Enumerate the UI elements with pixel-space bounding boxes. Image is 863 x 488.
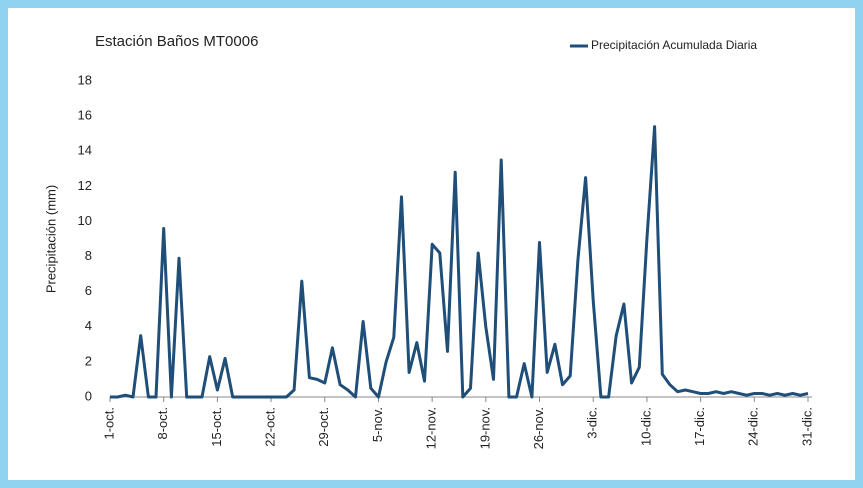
x-tick-label: 31-dic. <box>799 407 814 446</box>
y-tick-label: 18 <box>78 72 92 87</box>
data-line <box>110 125 809 399</box>
y-tick-label: 12 <box>78 178 92 193</box>
x-tick-label: 12-nov. <box>424 407 439 449</box>
x-tick-label: 5-nov. <box>370 407 385 442</box>
x-tick-label: 15-oct. <box>209 407 224 447</box>
y-tick-label: 6 <box>85 283 92 298</box>
x-tick-label: 26-nov. <box>531 407 546 449</box>
y-tick-label: 0 <box>85 388 92 403</box>
legend-label: Precipitación Acumulada Diaria <box>591 38 757 52</box>
y-tick-label: 2 <box>85 353 92 368</box>
x-tick-label: 10-dic. <box>638 407 653 446</box>
x-tick-label: 3-dic. <box>585 407 600 439</box>
x-tick-label: 8-oct. <box>155 407 170 440</box>
x-tick-label: 22-oct. <box>263 407 278 447</box>
y-tick-label: 8 <box>85 248 92 263</box>
y-tick-label: 14 <box>78 143 92 158</box>
y-axis-label: Precipitación (mm) <box>43 185 58 293</box>
x-tick-label: 19-nov. <box>477 407 492 449</box>
chart-title: Estación Baños MT0006 <box>95 33 258 50</box>
x-tick-label: 17-dic. <box>692 407 707 446</box>
y-tick-label: 4 <box>85 318 92 333</box>
x-tick-label: 29-oct. <box>316 407 331 447</box>
y-tick-label: 16 <box>78 108 92 123</box>
x-tick-label: 24-dic. <box>746 407 761 446</box>
y-tick-label: 10 <box>78 213 92 228</box>
x-tick-label: 1-oct. <box>101 407 116 440</box>
